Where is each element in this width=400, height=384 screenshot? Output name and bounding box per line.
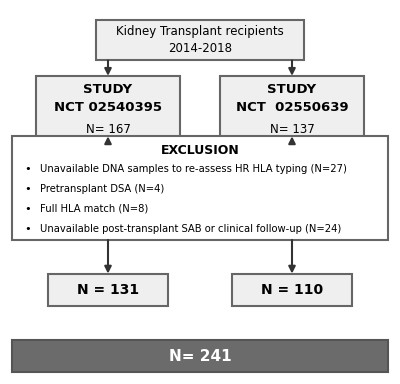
Text: Kidney Transplant recipients: Kidney Transplant recipients — [116, 25, 284, 38]
Text: N = 131: N = 131 — [77, 283, 139, 297]
Text: N= 241: N= 241 — [169, 349, 231, 364]
Text: N= 137: N= 137 — [270, 123, 314, 136]
Text: NCT  02550639: NCT 02550639 — [236, 101, 348, 114]
Text: 2014-2018: 2014-2018 — [168, 42, 232, 55]
Text: STUDY: STUDY — [268, 83, 316, 96]
FancyBboxPatch shape — [12, 136, 388, 240]
Text: •: • — [25, 204, 31, 214]
FancyBboxPatch shape — [220, 76, 364, 143]
Text: •: • — [25, 184, 31, 194]
Text: N= 167: N= 167 — [86, 123, 130, 136]
Text: NCT 02540395: NCT 02540395 — [54, 101, 162, 114]
Text: N = 110: N = 110 — [261, 283, 323, 297]
FancyBboxPatch shape — [96, 20, 304, 61]
Text: Pretransplant DSA (N=4): Pretransplant DSA (N=4) — [40, 184, 164, 194]
Text: STUDY: STUDY — [84, 83, 132, 96]
FancyBboxPatch shape — [12, 340, 388, 372]
Text: Unavailable DNA samples to re-assess HR HLA typing (N=27): Unavailable DNA samples to re-assess HR … — [40, 164, 347, 174]
FancyBboxPatch shape — [36, 76, 180, 143]
FancyBboxPatch shape — [48, 273, 168, 306]
Text: EXCLUSION: EXCLUSION — [161, 144, 239, 157]
FancyBboxPatch shape — [232, 273, 352, 306]
Text: •: • — [25, 224, 31, 234]
Text: •: • — [25, 164, 31, 174]
Text: Unavailable post-transplant SAB or clinical follow-up (N=24): Unavailable post-transplant SAB or clini… — [40, 224, 341, 234]
Text: Full HLA match (N=8): Full HLA match (N=8) — [40, 204, 148, 214]
